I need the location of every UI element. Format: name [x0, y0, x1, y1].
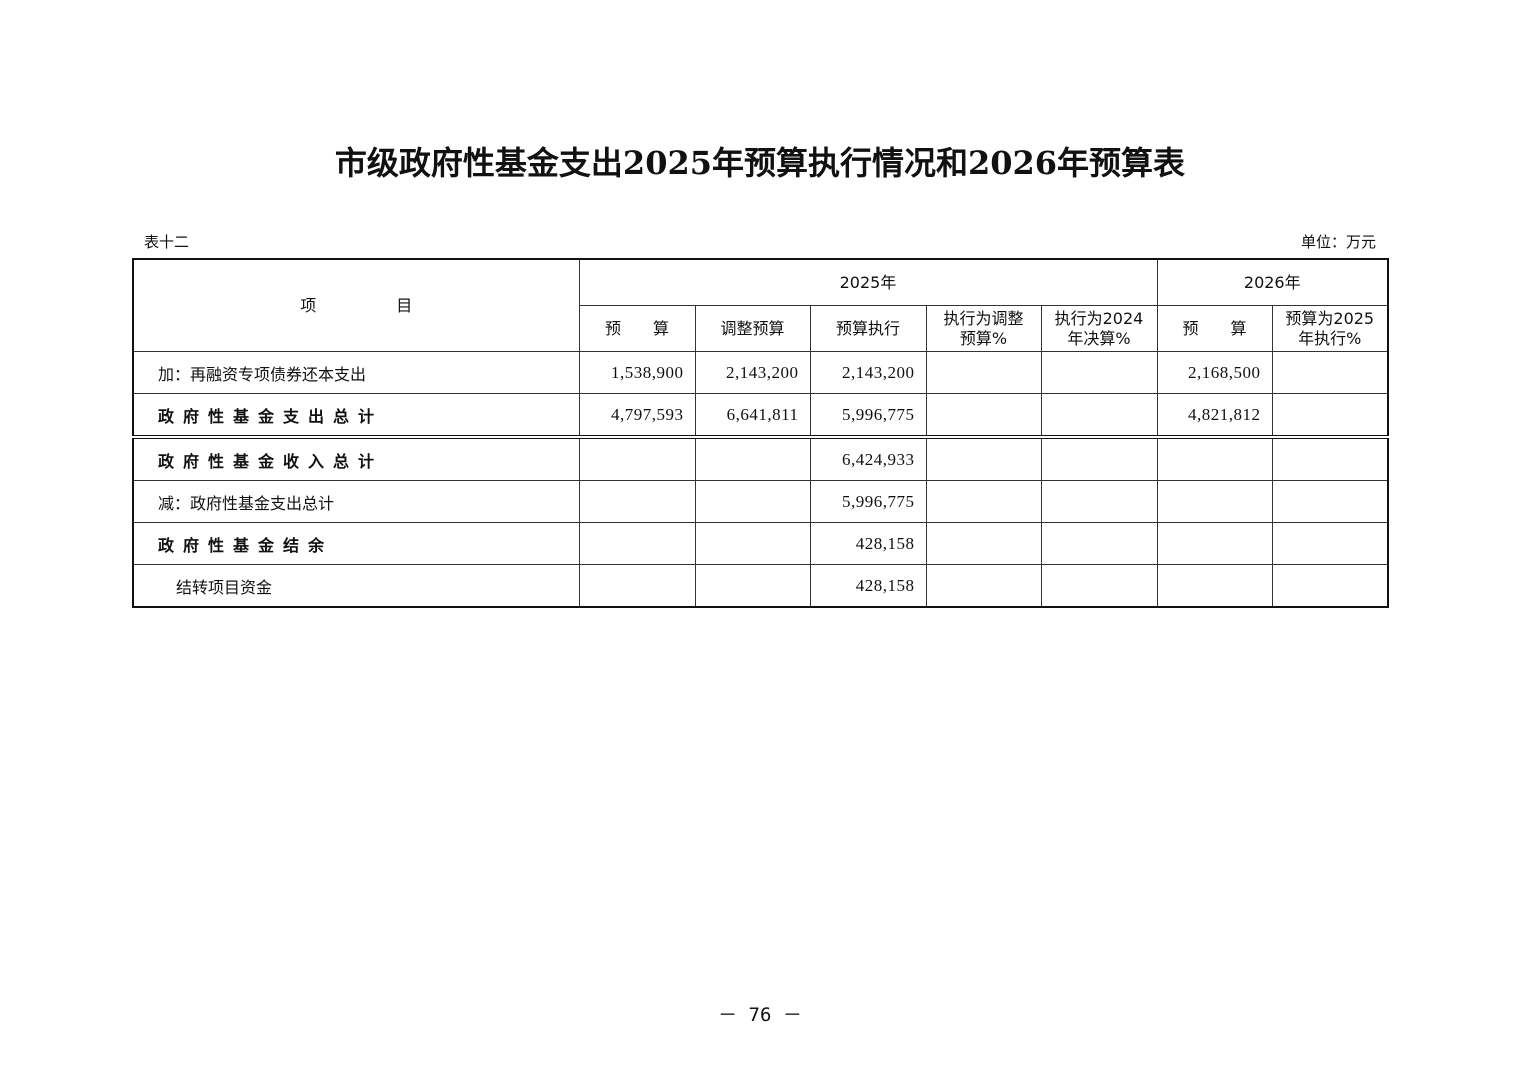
value-cell: [1156, 435, 1273, 481]
page-title: 市级政府性基金支出2025年预算执行情况和2026年预算表: [334, 144, 1186, 182]
value-cell: [925, 480, 1042, 523]
table-row: 减：政府性基金支出总计 5,996,775: [132, 480, 1389, 523]
value-cell: [578, 480, 696, 523]
value-cell: 2,168,500: [1156, 351, 1273, 394]
value-cell: [1040, 564, 1158, 608]
header-2025: 2025年: [578, 258, 1158, 306]
value-cell: [1156, 522, 1273, 565]
value-cell: [578, 435, 696, 481]
unit-label: 单位：万元: [1300, 233, 1376, 251]
value-cell: 6,424,933: [809, 435, 927, 481]
value-cell: [694, 522, 811, 565]
table-row: 结转项目资金 428,158: [132, 564, 1389, 608]
table-row: 加：再融资专项债券还本支出 1,538,900 2,143,200 2,143,200…: [132, 351, 1389, 394]
value-cell: [925, 351, 1042, 394]
header-col: 预 算: [578, 305, 696, 352]
value-cell: [925, 522, 1042, 565]
value-cell: [925, 393, 1042, 438]
value-cell: [1040, 435, 1158, 481]
value-cell: 6,641,811: [694, 393, 811, 438]
value-cell: [1271, 564, 1389, 608]
value-cell: 4,821,812: [1156, 393, 1273, 438]
value-cell: [925, 435, 1042, 481]
value-cell: 5,996,775: [809, 480, 927, 523]
value-cell: 428,158: [809, 564, 927, 608]
row-label: 政府性基金支出总计: [132, 393, 580, 438]
value-cell: [694, 480, 811, 523]
table-row: 政府性基金收入总计 6,424,933: [132, 435, 1389, 481]
header-col: 执行为2024年决算%: [1040, 305, 1158, 352]
row-label: 加：再融资专项债券还本支出: [132, 351, 580, 394]
header-col: 预算执行: [809, 305, 927, 352]
value-cell: 5,996,775: [809, 393, 927, 438]
value-cell: [694, 564, 811, 608]
budget-table: 项 目 2025年 2026年 预 算 调整预算 预算执行 执行为调整预算% 执…: [132, 258, 1390, 608]
row-label: 政府性基金结余: [132, 522, 580, 565]
table-number: 表十二: [144, 233, 190, 251]
value-cell: 4,797,593: [578, 393, 696, 438]
value-cell: [1156, 480, 1273, 523]
value-cell: 428,158: [809, 522, 927, 565]
header-item: 项 目: [132, 258, 580, 352]
value-cell: 2,143,200: [694, 351, 811, 394]
table-row: 政府性基金结余 428,158: [132, 522, 1389, 565]
value-cell: [1271, 480, 1389, 523]
row-label: 结转项目资金: [132, 564, 580, 608]
header-col: 调整预算: [694, 305, 811, 352]
value-cell: 1,538,900: [578, 351, 696, 394]
value-cell: [1271, 435, 1389, 481]
value-cell: [1040, 522, 1158, 565]
row-label: 减：政府性基金支出总计: [132, 480, 580, 523]
value-cell: [578, 522, 696, 565]
value-cell: [1271, 393, 1389, 438]
page-number: － 76 －: [718, 1004, 802, 1026]
header-2026: 2026年: [1156, 258, 1389, 306]
value-cell: [1271, 351, 1389, 394]
value-cell: [578, 564, 696, 608]
header-col: 执行为调整预算%: [925, 305, 1042, 352]
value-cell: [1040, 351, 1158, 394]
value-cell: [1271, 522, 1389, 565]
header-col: 预 算: [1156, 305, 1273, 352]
table-row: 政府性基金支出总计 4,797,593 6,641,811 5,996,775 4,82…: [132, 393, 1389, 438]
value-cell: [1040, 480, 1158, 523]
row-label: 政府性基金收入总计: [132, 435, 580, 481]
value-cell: [694, 435, 811, 481]
value-cell: 2,143,200: [809, 351, 927, 394]
value-cell: [1040, 393, 1158, 438]
value-cell: [1156, 564, 1273, 608]
value-cell: [925, 564, 1042, 608]
header-col: 预算为2025年执行%: [1271, 305, 1389, 352]
